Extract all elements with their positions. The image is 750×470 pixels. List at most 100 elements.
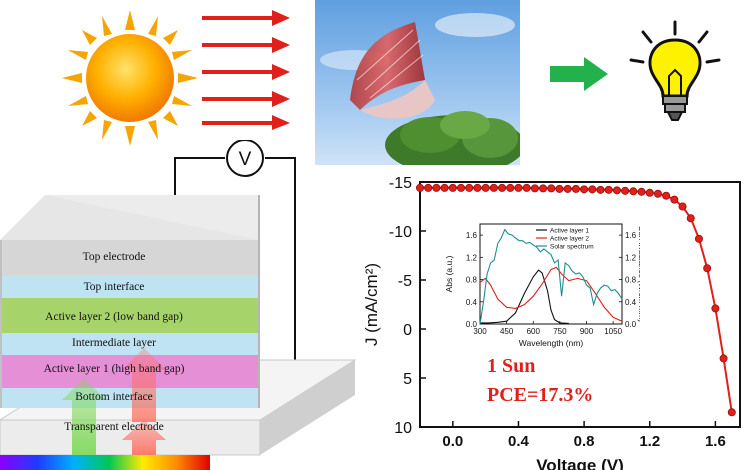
inset-x-axis-label: Wavelength (nm) xyxy=(519,338,584,348)
y-tick-label: 10 xyxy=(394,420,412,437)
red-arrows-icon xyxy=(202,10,290,130)
jv-data-point xyxy=(547,184,556,193)
inset-y2-tick-label: 1.6 xyxy=(625,231,637,240)
jv-data-point xyxy=(588,185,597,194)
inset-y2-tick-label: 1.2 xyxy=(625,253,637,262)
y-tick-label: 5 xyxy=(403,371,412,388)
voltmeter-icon xyxy=(226,140,264,177)
x-tick-label: 1.6 xyxy=(705,433,726,450)
jv-data-point xyxy=(711,304,720,313)
x-tick-label: 1.2 xyxy=(639,433,660,450)
inset-y2-tick-label: 0.4 xyxy=(625,298,637,307)
y-tick-label: 0 xyxy=(403,322,412,339)
inset-y-axis-label: Abs (a.u.) xyxy=(444,255,454,292)
jv-data-point xyxy=(416,183,425,192)
inset-legend-label: Active layer 1 xyxy=(550,228,589,235)
jv-data-point xyxy=(530,184,539,193)
jv-chart: 0.0 0.4 0.8 1.2 1.6 -15 -10 -5 0 5 10 Voltage (V) J … xyxy=(362,175,741,470)
label-active-layer-2: Active layer 2 (low band gap) xyxy=(45,311,183,323)
layer-active-1 xyxy=(0,355,260,388)
inset-y2-axis-label: Sun Irradiance (W/cm²/nm) xyxy=(637,226,640,322)
label-active-layer-1: Active layer 1 (high band gap) xyxy=(43,363,185,375)
inset-x-tick-label: 750 xyxy=(553,327,567,336)
inset-x-tick-label: 600 xyxy=(527,327,541,336)
label-intermediate-layer: Intermediate layer xyxy=(72,337,156,349)
jv-data-point xyxy=(457,183,466,192)
y-tick-label: -5 xyxy=(398,273,412,290)
pce-label: PCE=17.3% xyxy=(487,384,594,406)
inset-series-line xyxy=(480,269,569,324)
x-axis-label: Voltage (V) xyxy=(536,456,624,470)
y-axis-label: J (mA/cm²) xyxy=(362,263,381,346)
jv-data-point xyxy=(432,183,441,192)
jv-data-point xyxy=(629,187,638,196)
jv-data-point xyxy=(465,183,474,192)
jv-data-point xyxy=(555,184,564,193)
jv-data-point xyxy=(686,214,695,223)
jv-data-point xyxy=(522,183,531,192)
jv-data-point xyxy=(612,186,621,195)
jv-data-point xyxy=(653,189,662,198)
inset-x-tick-label: 900 xyxy=(580,327,594,336)
jv-data-point xyxy=(621,186,630,195)
inset-x-tick-label: 450 xyxy=(500,327,514,336)
light-bulb-icon xyxy=(629,20,721,121)
sun-icon xyxy=(62,10,198,146)
jv-data-point xyxy=(506,183,515,192)
inset-series-line xyxy=(479,266,623,322)
inset-series-line xyxy=(479,228,623,325)
jv-data-point xyxy=(571,184,580,193)
label-bottom-interface: Bottom interface xyxy=(75,391,153,403)
jv-data-point xyxy=(678,202,687,211)
label-transparent-electrode: Transparent electrode xyxy=(64,421,164,433)
inset-x-tick-label: 300 xyxy=(473,327,487,336)
jv-data-point xyxy=(719,354,728,363)
jv-data-point xyxy=(637,187,646,196)
jv-data-point xyxy=(563,184,572,193)
layer-active-2 xyxy=(0,298,260,333)
layer-top-electrode xyxy=(0,195,260,275)
jv-data-point xyxy=(424,183,433,192)
inset-y-tick-label: 0.0 xyxy=(466,320,478,329)
jv-data-point xyxy=(645,188,654,197)
x-tick-label: 0.0 xyxy=(442,433,463,450)
sun-label: 1 Sun xyxy=(487,355,536,377)
inset-x-tick-label: 1050 xyxy=(604,327,622,336)
label-top-interface: Top interface xyxy=(83,281,145,293)
jv-data-point xyxy=(670,195,679,204)
jv-data-point xyxy=(498,183,507,192)
jv-data-point xyxy=(514,183,523,192)
green-light-arrow xyxy=(62,378,106,460)
jv-data-point xyxy=(440,183,449,192)
jv-data-point xyxy=(662,191,671,200)
spectrum-bar xyxy=(0,455,210,470)
jv-data-point xyxy=(448,183,457,192)
inset-legend-label: Active layer 2 xyxy=(550,236,589,243)
device-stack: V xyxy=(0,140,357,470)
right-wire xyxy=(265,157,296,385)
inset-y-tick-label: 1.6 xyxy=(466,231,478,240)
green-arrow-icon xyxy=(550,57,608,91)
inset-frame xyxy=(479,223,623,325)
y-tick-label: -10 xyxy=(389,224,412,241)
inset-y-tick-label: 1.2 xyxy=(466,253,478,262)
jv-data-point xyxy=(539,184,548,193)
red-light-arrow xyxy=(122,420,166,460)
jv-data-point xyxy=(489,183,498,192)
jv-data-point xyxy=(473,183,482,192)
inset-y2-tick-label: 0.0 xyxy=(625,320,637,329)
jv-data-point xyxy=(703,264,712,273)
x-tick-label: 0.8 xyxy=(574,433,595,450)
inset-legend-label: Solar spectrum xyxy=(550,244,594,251)
jv-data-point xyxy=(727,408,736,417)
jv-data-point xyxy=(580,185,589,194)
layer-intermediate xyxy=(0,333,260,355)
voltmeter-symbol: V xyxy=(239,149,252,170)
jv-data-point xyxy=(694,234,703,243)
inset-y-tick-label: 0.8 xyxy=(466,276,478,285)
layer-top-interface xyxy=(0,275,260,298)
inset-y2-tick-label: 0.8 xyxy=(625,276,637,285)
jv-data-point xyxy=(596,185,605,194)
solar-film-photo xyxy=(315,0,520,165)
x-tick-label: 0.4 xyxy=(508,433,530,450)
